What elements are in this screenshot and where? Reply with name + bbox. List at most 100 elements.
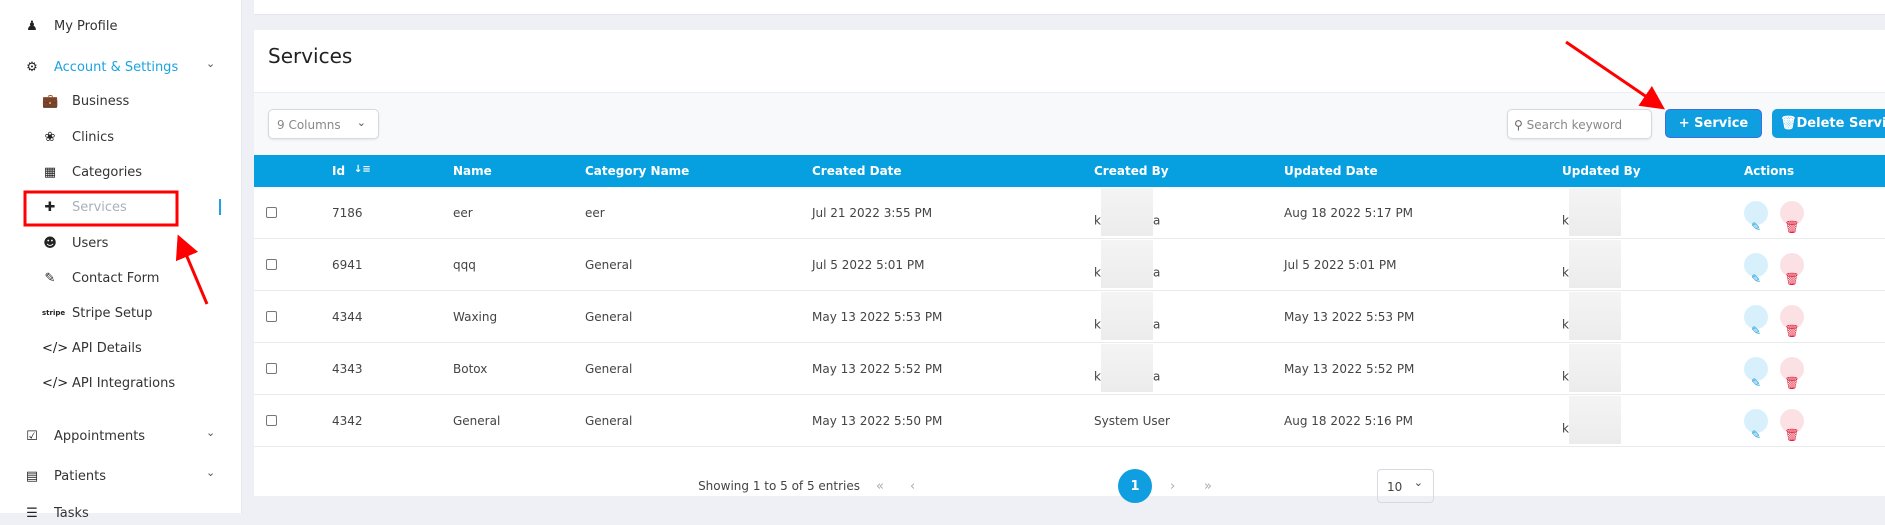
column-header[interactable]: Updated Date bbox=[1284, 164, 1378, 178]
row-checkbox[interactable] bbox=[266, 363, 277, 374]
cell-updated-date: Aug 18 2022 5:17 PM bbox=[1284, 206, 1414, 220]
sidebar-item-label: Business bbox=[72, 93, 130, 109]
chevron-down-icon[interactable]: ⌄ bbox=[206, 426, 216, 439]
sidebar-item-clinics[interactable]: ❀ Clinics bbox=[42, 125, 115, 149]
medical-bag-icon: ✚ bbox=[44, 199, 56, 215]
sidebar-item-business[interactable]: 💼 Business bbox=[42, 89, 129, 113]
chevron-down-icon[interactable]: ⌄ bbox=[206, 466, 216, 479]
cell-name: eer bbox=[453, 206, 473, 220]
sidebar-item-label: API Details bbox=[72, 340, 142, 356]
sidebar-item-appointments[interactable]: ☑ Appointments bbox=[24, 424, 145, 448]
cell-created-date: May 13 2022 5:53 PM bbox=[812, 310, 943, 324]
redacted-blur bbox=[1568, 344, 1621, 392]
sidebar-item-tasks[interactable]: ☰ Tasks bbox=[24, 501, 89, 525]
cell-id: 6941 bbox=[332, 258, 363, 272]
redacted-blur bbox=[1568, 292, 1621, 340]
cell-updated-date: Jul 5 2022 5:01 PM bbox=[1284, 258, 1397, 272]
grid-icon: ▦ bbox=[43, 164, 57, 180]
edit-button[interactable]: ✎ bbox=[1744, 201, 1768, 234]
cell-updated-by: k bbox=[1562, 240, 1621, 288]
sidebar-item-label: Tasks bbox=[54, 505, 89, 521]
row-checkbox[interactable] bbox=[266, 415, 277, 426]
trash-icon: 🗑 bbox=[1784, 376, 1800, 390]
delete-services-label: Delete Services bbox=[1796, 116, 1885, 131]
redacted-blur bbox=[1100, 344, 1153, 392]
edit-button[interactable]: ✎ bbox=[1744, 305, 1768, 338]
sidebar-item-users[interactable]: ☻ Users bbox=[42, 231, 108, 255]
cell-name: General bbox=[453, 414, 501, 428]
table-header: Id ↓≡ Name Category Name Created Date Created… bbox=[254, 155, 1885, 187]
top-card bbox=[254, 0, 1885, 15]
delete-button[interactable]: 🗑 bbox=[1780, 409, 1804, 442]
edit-button[interactable]: ✎ bbox=[1744, 253, 1768, 286]
column-header[interactable]: Id bbox=[332, 164, 346, 178]
cell-created-by: System User bbox=[1094, 414, 1170, 428]
cell-name: qqq bbox=[453, 258, 476, 272]
stripe-icon: stripe bbox=[42, 309, 66, 317]
cell-category: General bbox=[585, 310, 633, 324]
trash-icon: 🗑 bbox=[1784, 428, 1800, 442]
delete-button[interactable]: 🗑 bbox=[1780, 253, 1804, 286]
page-size-select[interactable]: 10 ⌄ bbox=[1377, 469, 1434, 503]
search-input[interactable]: ⚲ Search keyword bbox=[1507, 109, 1652, 139]
edit-button[interactable]: ✎ bbox=[1744, 409, 1768, 442]
columns-select[interactable]: 9 Columns ⌄ bbox=[268, 109, 379, 139]
column-header[interactable]: Created By bbox=[1094, 164, 1169, 178]
cell-updated-date: Aug 18 2022 5:16 PM bbox=[1284, 414, 1414, 428]
sidebar-item-services[interactable]: ✚ Services bbox=[42, 195, 127, 219]
edit-button[interactable]: ✎ bbox=[1744, 357, 1768, 390]
page-1-button[interactable]: 1 bbox=[1118, 469, 1152, 503]
sidebar-item-label: Services bbox=[72, 199, 127, 215]
gears-icon: ⚙ bbox=[26, 59, 38, 75]
sidebar-item-label: Users bbox=[72, 235, 109, 251]
row-checkbox[interactable] bbox=[266, 259, 277, 270]
column-header[interactable]: Created Date bbox=[812, 164, 902, 178]
column-header[interactable]: Updated By bbox=[1562, 164, 1641, 178]
column-header[interactable]: Name bbox=[453, 164, 492, 178]
prev-page-icon[interactable]: ‹ bbox=[910, 479, 916, 494]
row-checkbox[interactable] bbox=[266, 311, 277, 322]
sidebar-item-account-settings[interactable]: ⚙ Account & Settings bbox=[24, 55, 178, 79]
sort-icon[interactable]: ↓≡ bbox=[354, 164, 371, 175]
sidebar-item-label: API Integrations bbox=[72, 375, 176, 391]
next-page-icon[interactable]: › bbox=[1170, 479, 1176, 494]
search-placeholder: Search keyword bbox=[1526, 118, 1623, 132]
table-row: 4344 Waxing General May 13 2022 5:53 PM … bbox=[254, 291, 1885, 343]
search-icon: ⚲ bbox=[1514, 118, 1523, 132]
chevron-down-icon[interactable]: ⌄ bbox=[206, 57, 216, 70]
sidebar-item-categories[interactable]: ▦ Categories bbox=[42, 160, 142, 184]
cell-category: General bbox=[585, 258, 633, 272]
list-icon: ☰ bbox=[26, 505, 38, 521]
sidebar-item-my-profile[interactable]: ♟ My Profile bbox=[24, 14, 117, 38]
column-header[interactable]: Category Name bbox=[585, 164, 690, 178]
created-by-end: a bbox=[1152, 213, 1161, 228]
sidebar-item-patients[interactable]: ▤ Patients bbox=[24, 464, 106, 488]
created-by-text: System User bbox=[1094, 414, 1170, 428]
sidebar-item-api-details[interactable]: </> API Details bbox=[42, 336, 142, 360]
sidebar-item-contact-form[interactable]: ✎ Contact Form bbox=[42, 266, 160, 290]
sidebar-item-stripe-setup[interactable]: stripe Stripe Setup bbox=[42, 301, 153, 325]
last-page-icon[interactable]: » bbox=[1204, 479, 1212, 494]
cell-category: General bbox=[585, 362, 633, 376]
updated-by-text: k bbox=[1562, 421, 1569, 436]
sidebar-item-label: Stripe Setup bbox=[72, 305, 153, 321]
first-page-icon[interactable]: « bbox=[876, 479, 884, 494]
sidebar-item-api-integrations[interactable]: </> API Integrations bbox=[42, 371, 175, 395]
edit-icon: ✎ bbox=[1750, 428, 1762, 442]
delete-button[interactable]: 🗑 bbox=[1780, 201, 1804, 234]
updated-by-text: k bbox=[1562, 265, 1569, 280]
cell-updated-date: May 13 2022 5:52 PM bbox=[1284, 362, 1415, 376]
services-card: Services 9 Columns ⌄ ⚲ Search keyword + S… bbox=[254, 30, 1885, 503]
cell-updated-by: k bbox=[1562, 188, 1621, 236]
add-service-button[interactable]: + Service bbox=[1665, 109, 1762, 138]
delete-button[interactable]: 🗑 bbox=[1780, 305, 1804, 338]
delete-button[interactable]: 🗑 bbox=[1780, 357, 1804, 390]
cell-updated-date: May 13 2022 5:53 PM bbox=[1284, 310, 1415, 324]
created-by-end: a bbox=[1152, 369, 1161, 384]
created-by-text: k bbox=[1094, 317, 1101, 332]
updated-by-text: k bbox=[1562, 317, 1569, 332]
row-checkbox[interactable] bbox=[266, 207, 277, 218]
cell-id: 4342 bbox=[332, 414, 363, 428]
delete-services-button[interactable]: 🗑Delete Services bbox=[1772, 109, 1885, 138]
